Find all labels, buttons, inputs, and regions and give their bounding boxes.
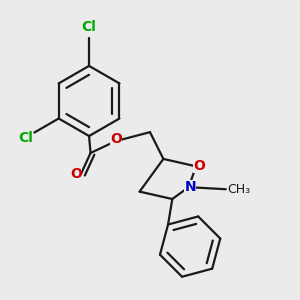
Text: O: O — [70, 167, 82, 181]
Text: O: O — [193, 159, 205, 173]
Text: N: N — [184, 180, 196, 194]
Text: Cl: Cl — [82, 20, 97, 34]
Text: CH₃: CH₃ — [227, 183, 250, 196]
Text: O: O — [110, 132, 122, 146]
Text: Cl: Cl — [18, 131, 33, 145]
